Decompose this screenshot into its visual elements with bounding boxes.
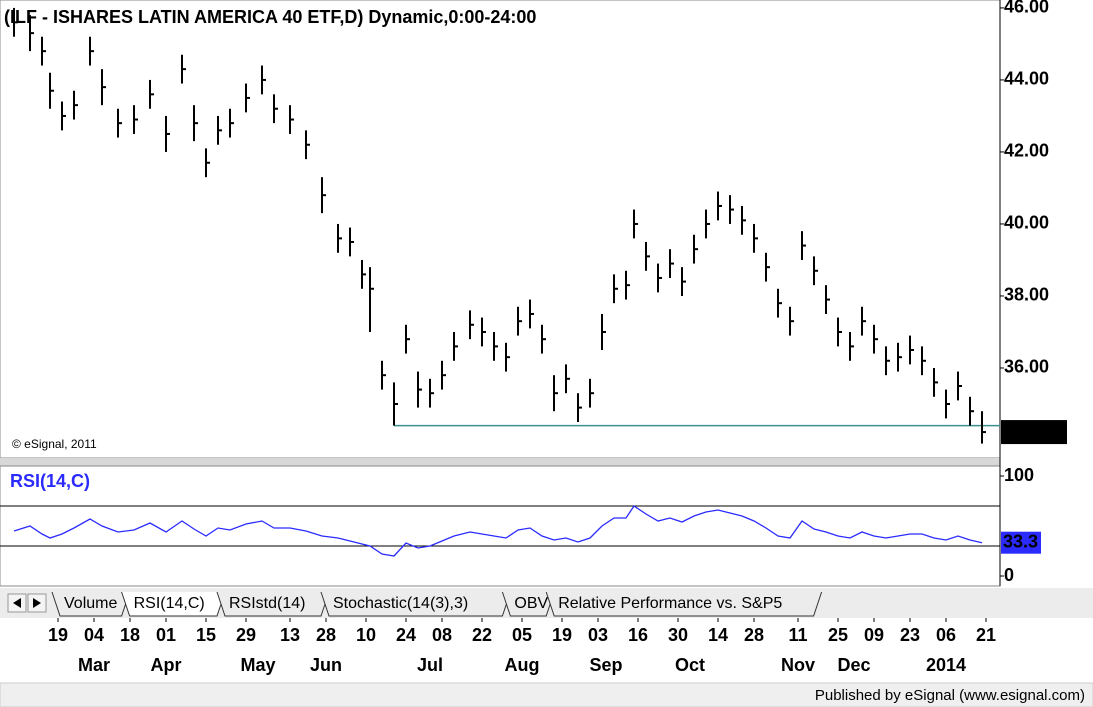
x-tick-label: 21 [976,625,996,645]
tab-label: Relative Performance vs. S&P5 [558,595,782,612]
month-label: Sep [589,655,622,675]
x-tick-label: 14 [708,625,728,645]
month-label: May [240,655,275,675]
x-tick-label: 16 [628,625,648,645]
y-tick-label: 100 [1004,465,1034,485]
y-tick-label: 36.00 [1004,357,1049,377]
x-tick-label: 05 [512,625,532,645]
copyright: © eSignal, 2011 [12,437,97,451]
y-tick-label: 0 [1004,565,1014,585]
x-tick-label: 25 [828,625,848,645]
x-tick-label: 11 [788,625,807,645]
tab-label: Stochastic(14(3),3) [333,595,468,612]
month-label: Nov [781,655,815,675]
last-price-box [1001,420,1067,445]
month-label: 2014 [926,655,966,675]
month-label: Aug [505,655,540,675]
last-price: 34.22 [1004,421,1049,441]
y-tick-label: 46.00 [1004,0,1049,17]
tab-label: OBV [514,595,548,612]
x-tick-label: 29 [236,625,256,645]
x-tick-label: 10 [356,625,376,645]
x-tick-label: 19 [552,625,572,645]
month-label: Apr [151,655,182,675]
tab-label: Volume [64,595,117,612]
last-value: 33.3 [1003,531,1038,551]
x-tick-label: 28 [316,625,336,645]
x-tick-label: 19 [48,625,68,645]
x-tick-label: 23 [900,625,920,645]
x-tick-label: 01 [156,625,176,645]
x-tick-label: 24 [396,625,416,645]
y-tick-label: 40.00 [1004,213,1049,233]
y-tick-label: 42.00 [1004,141,1049,161]
x-tick-label: 15 [196,625,216,645]
footer-bar [0,682,1093,707]
tab-label: RSI(14,C) [134,595,205,612]
x-tick-label: 03 [588,625,608,645]
rsi-panel [0,465,1001,587]
y-tick-label: 44.00 [1004,69,1049,89]
tab-label: RSIstd(14) [229,595,305,612]
x-tick-label: 09 [864,625,884,645]
x-tick-label: 04 [84,625,104,645]
x-tick-label: 08 [432,625,452,645]
tab[interactable] [545,591,823,617]
last-value-box [1001,531,1041,554]
x-tick-label: 30 [668,625,688,645]
arrow-right [33,598,41,608]
price-panel [0,0,1001,459]
arrow-left [13,598,21,608]
rsi-title: RSI(14,C) [10,471,90,491]
month-label: Jul [417,655,443,675]
month-label: Mar [78,655,110,675]
month-label: Dec [837,655,870,675]
month-label: Jun [310,655,342,675]
x-tick-label: 06 [936,625,956,645]
chart-title: (ILF - ISHARES LATIN AMERICA 40 ETF,D) D… [4,7,536,27]
rsi-line [13,505,983,557]
x-tick-label: 22 [472,625,492,645]
y-tick-label: 38.00 [1004,285,1049,305]
x-tick-label: 18 [120,625,140,645]
month-label: Oct [675,655,705,675]
x-tick-label: 13 [280,625,300,645]
x-tick-label: 28 [744,625,764,645]
footer: Published by eSignal (www.esignal.com) [815,687,1085,704]
divider [0,458,1000,466]
